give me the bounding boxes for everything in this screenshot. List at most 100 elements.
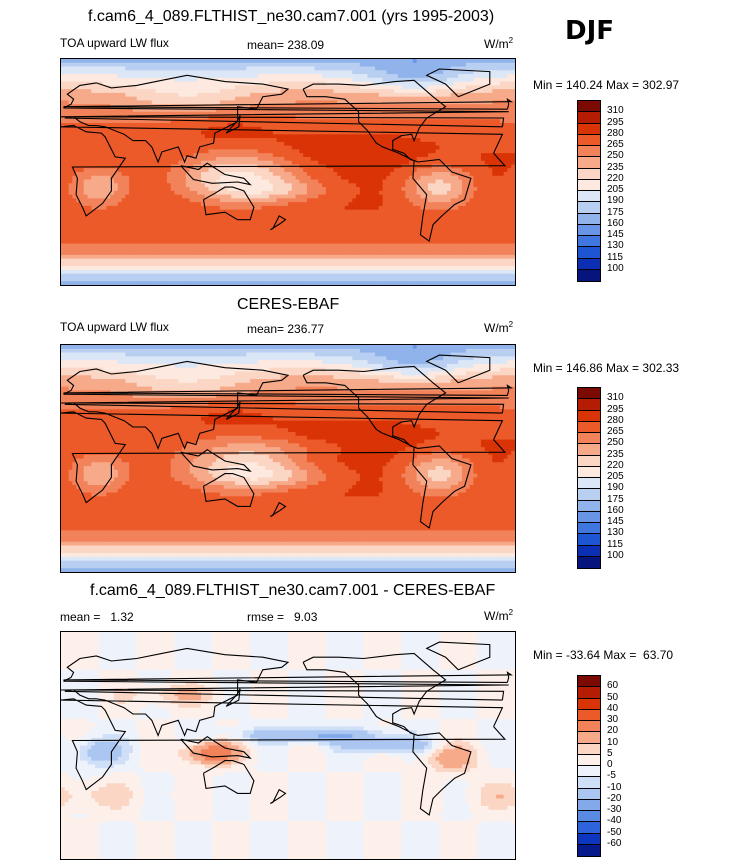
coastline	[270, 501, 287, 517]
colorbar-swatch	[578, 168, 600, 180]
coastline	[270, 215, 287, 231]
colorbar-tick-label: 220	[607, 173, 624, 185]
colorbar-tick-label: 50	[607, 692, 618, 704]
colorbar-tick-label: 160	[607, 218, 624, 230]
panel2-minmax: Min = 146.86 Max = 302.33	[533, 361, 679, 375]
colorbar-swatch	[578, 421, 600, 433]
coastline	[202, 186, 255, 221]
coastline	[61, 411, 507, 504]
colorbar-tick-label: 205	[607, 471, 624, 483]
coastline	[225, 115, 241, 134]
colorbar-tick-label: 250	[607, 150, 624, 162]
colorbar-swatch	[578, 191, 600, 203]
colorbar-tick-label: 130	[607, 240, 624, 252]
colorbar-tick-label: 280	[607, 415, 624, 427]
coastline	[61, 360, 509, 450]
colorbar-swatch	[578, 236, 600, 248]
colorbar-swatch	[578, 788, 600, 800]
panel3-rmse-label: rmse = 9.03	[247, 610, 317, 624]
colorbar-swatch	[578, 388, 600, 400]
coastline	[61, 698, 507, 791]
colorbar-tick-label: -30	[607, 804, 621, 816]
panel2-variable-label: TOA upward LW flux	[60, 320, 169, 334]
colorbar-swatch	[578, 202, 600, 214]
coastline	[302, 365, 447, 448]
panel3-contour-field	[61, 632, 515, 859]
panel3-minmax: Min = -33.64 Max = 63.70	[533, 648, 673, 662]
panel1-map	[60, 58, 516, 286]
colorbar-swatch	[578, 134, 600, 146]
colorbar-swatch	[578, 799, 600, 811]
coastline	[63, 384, 514, 396]
colorbar-swatch	[578, 258, 600, 270]
coastline	[425, 354, 491, 384]
panel3-map	[60, 631, 516, 860]
colorbar-tick-label: 100	[607, 263, 624, 275]
coastline	[412, 445, 472, 529]
coastline	[61, 74, 509, 164]
colorbar-tick-label: 265	[607, 426, 624, 438]
panel3-mean-label: mean = 1.32	[60, 610, 134, 624]
coastline	[225, 401, 241, 420]
colorbar-tick-label: 250	[607, 437, 624, 449]
colorbar-swatch	[578, 489, 600, 501]
colorbar-swatch	[578, 179, 600, 191]
colorbar-tick-label: 280	[607, 128, 624, 140]
panel2-units: W/m2	[484, 320, 513, 335]
coastline	[202, 760, 255, 794]
colorbar-swatch	[578, 444, 600, 456]
colorbar-tick-label: -20	[607, 793, 621, 805]
coastline	[302, 652, 447, 735]
coastline	[180, 449, 252, 472]
colorbar-swatch	[578, 766, 600, 778]
coastline	[61, 647, 509, 737]
colorbar-swatch	[578, 777, 600, 789]
colorbar-swatch	[578, 534, 600, 546]
colorbar-tick-label: 310	[607, 392, 624, 404]
season-label: DJF	[565, 16, 614, 46]
colorbar-swatch	[578, 754, 600, 766]
colorbar-swatch	[578, 157, 600, 169]
panel1-variable-label: TOA upward LW flux	[60, 36, 169, 50]
colorbar-swatch	[578, 466, 600, 478]
colorbar-swatch	[578, 112, 600, 124]
colorbar-swatch	[578, 101, 600, 113]
colorbar-swatch	[578, 247, 600, 259]
colorbar-tick-label: 100	[607, 550, 624, 562]
coastline	[63, 671, 514, 683]
colorbar-swatch	[578, 433, 600, 445]
colorbar-swatch	[578, 811, 600, 823]
colorbar-tick-label: 0	[607, 759, 613, 771]
colorbar-tick-label: 115	[607, 539, 623, 551]
colorbar-swatch	[578, 732, 600, 744]
colorbar-tick-label: 295	[607, 117, 624, 129]
panel3-colorbar	[577, 675, 601, 857]
panel2-contour-field	[61, 345, 515, 572]
colorbar-tick-label: 175	[607, 207, 624, 219]
colorbar-tick-label: 60	[607, 680, 618, 692]
colorbar-swatch	[578, 556, 600, 568]
colorbar-swatch	[578, 123, 600, 135]
coastline	[412, 732, 472, 816]
coastline	[180, 162, 252, 186]
colorbar-tick-label: 145	[607, 516, 624, 528]
colorbar-swatch	[578, 399, 600, 411]
colorbar-tick-label: -40	[607, 815, 621, 827]
colorbar-tick-label: 235	[607, 449, 624, 461]
panel2-title: CERES-EBAF	[237, 296, 339, 314]
colorbar-swatch	[578, 844, 600, 856]
colorbar-tick-label: 30	[607, 714, 618, 726]
colorbar-tick-label: 160	[607, 505, 624, 517]
colorbar-tick-label: 310	[607, 105, 624, 117]
colorbar-tick-label: -60	[607, 838, 621, 850]
colorbar-tick-label: 220	[607, 460, 624, 472]
colorbar-swatch	[578, 523, 600, 535]
colorbar-tick-label: 265	[607, 139, 624, 151]
colorbar-swatch	[578, 676, 600, 688]
coastline	[270, 788, 287, 804]
colorbar-swatch	[578, 698, 600, 710]
panel3-units: W/m2	[484, 608, 513, 623]
coastline	[180, 736, 252, 759]
colorbar-tick-label: 115	[607, 252, 623, 264]
colorbar-tick-label: 5	[607, 748, 613, 760]
